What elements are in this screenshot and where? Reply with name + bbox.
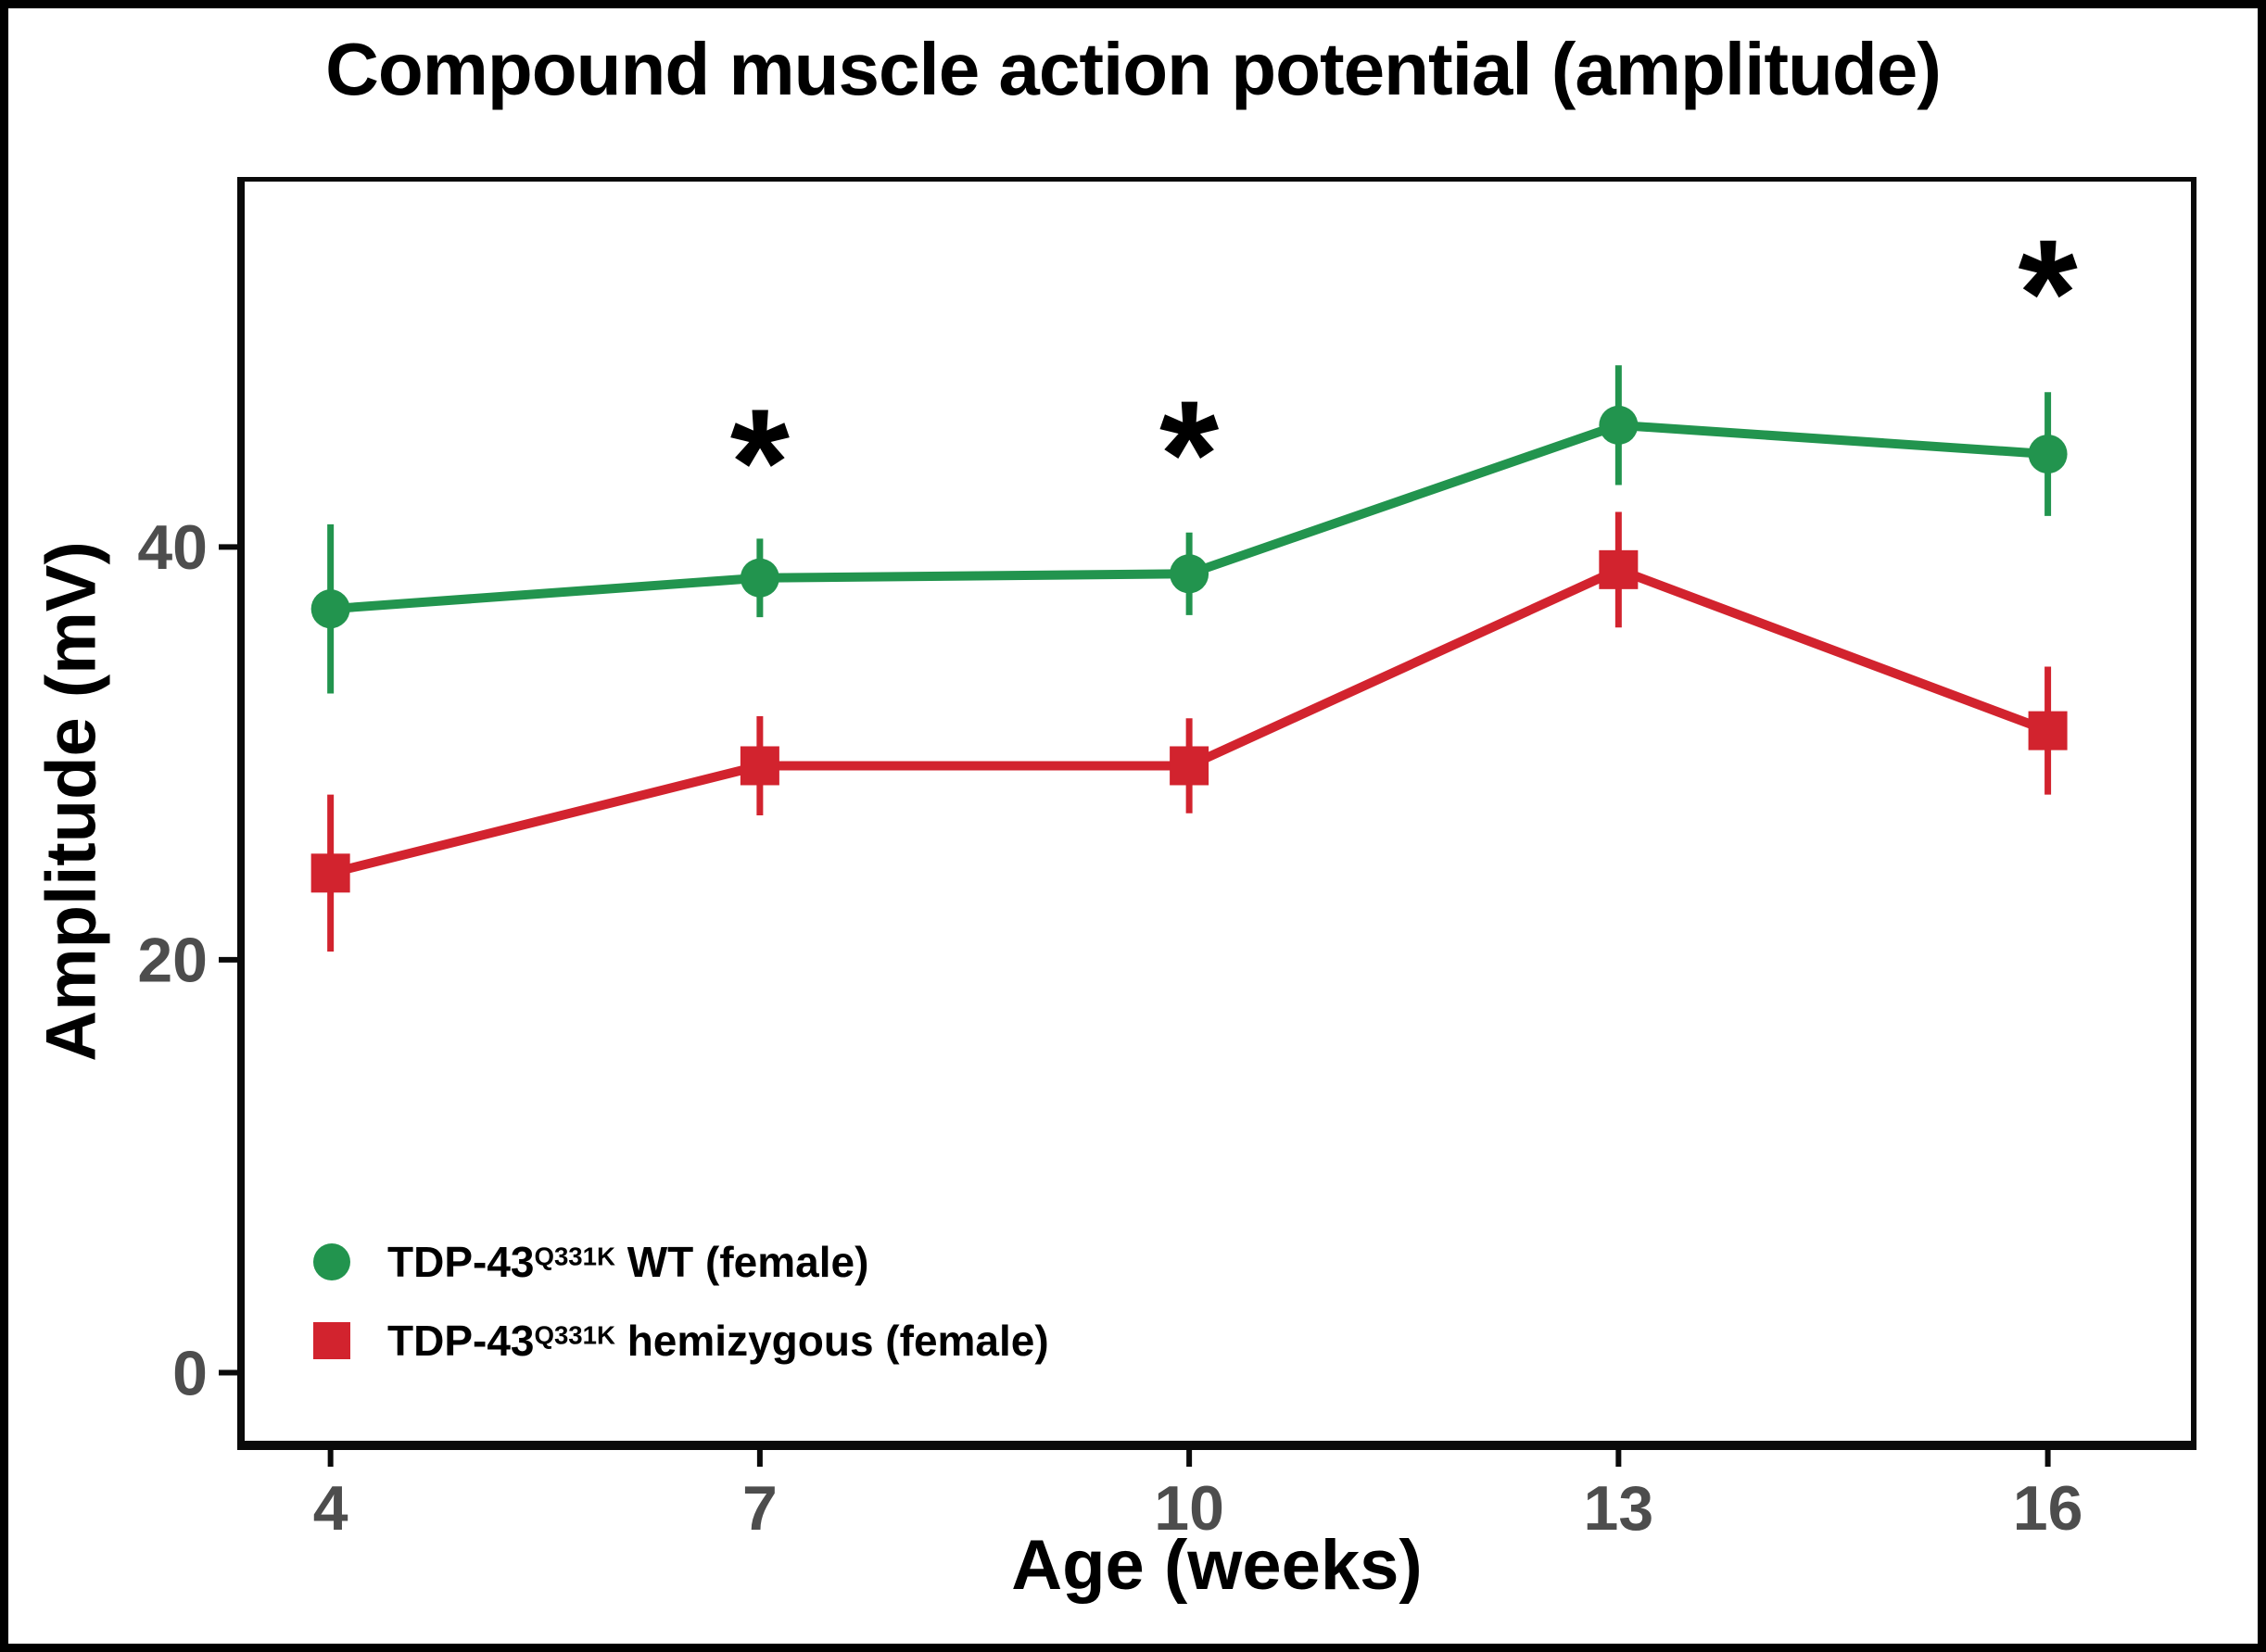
svg-text:*: * (2018, 208, 2078, 378)
legend-label-hemizygous: TDP-43Q331K hemizygous (female) (387, 1316, 1049, 1366)
legend-label-hemizygous-base: TDP-43 (387, 1317, 535, 1365)
svg-text:0: 0 (172, 1338, 208, 1408)
square-marker-icon (313, 1322, 350, 1359)
legend-label-hemizygous-sup: Q331K (534, 1320, 615, 1350)
svg-text:4: 4 (313, 1473, 348, 1544)
legend-item-wt: TDP-43Q331K WT (female) (313, 1222, 868, 1302)
y-axis-label: Amplitude (mV) (32, 541, 111, 1062)
svg-text:40: 40 (137, 512, 208, 583)
x-axis-label: Age (weeks) (1011, 1526, 1423, 1605)
chart-title: Compound muscle action potential (amplit… (325, 28, 1942, 110)
legend-label-wt-sup: Q331K (534, 1242, 615, 1271)
svg-text:10: 10 (1154, 1473, 1224, 1544)
svg-text:*: * (730, 377, 791, 548)
legend-label-wt-rest: WT (female) (614, 1238, 869, 1286)
chart-canvas: 0 20 40 4 7 10 13 16 * * * (137, 208, 2082, 1544)
plot-area: 0 20 40 4 7 10 13 16 * * * TDP-43Q331K WT (female)… (137, 177, 2196, 1544)
svg-text:13: 13 (1584, 1473, 1654, 1544)
svg-text:7: 7 (742, 1473, 778, 1544)
circle-marker-icon (313, 1243, 350, 1280)
legend-label-hemizygous-rest: hemizygous (female) (614, 1317, 1049, 1365)
legend-label-wt: TDP-43Q331K WT (female) (387, 1237, 868, 1287)
svg-text:*: * (1159, 369, 1220, 539)
svg-text:16: 16 (2013, 1473, 2083, 1544)
legend-label-wt-base: TDP-43 (387, 1238, 535, 1286)
svg-text:20: 20 (137, 926, 208, 996)
legend-item-hemizygous: TDP-43Q331K hemizygous (female) (313, 1301, 1049, 1381)
